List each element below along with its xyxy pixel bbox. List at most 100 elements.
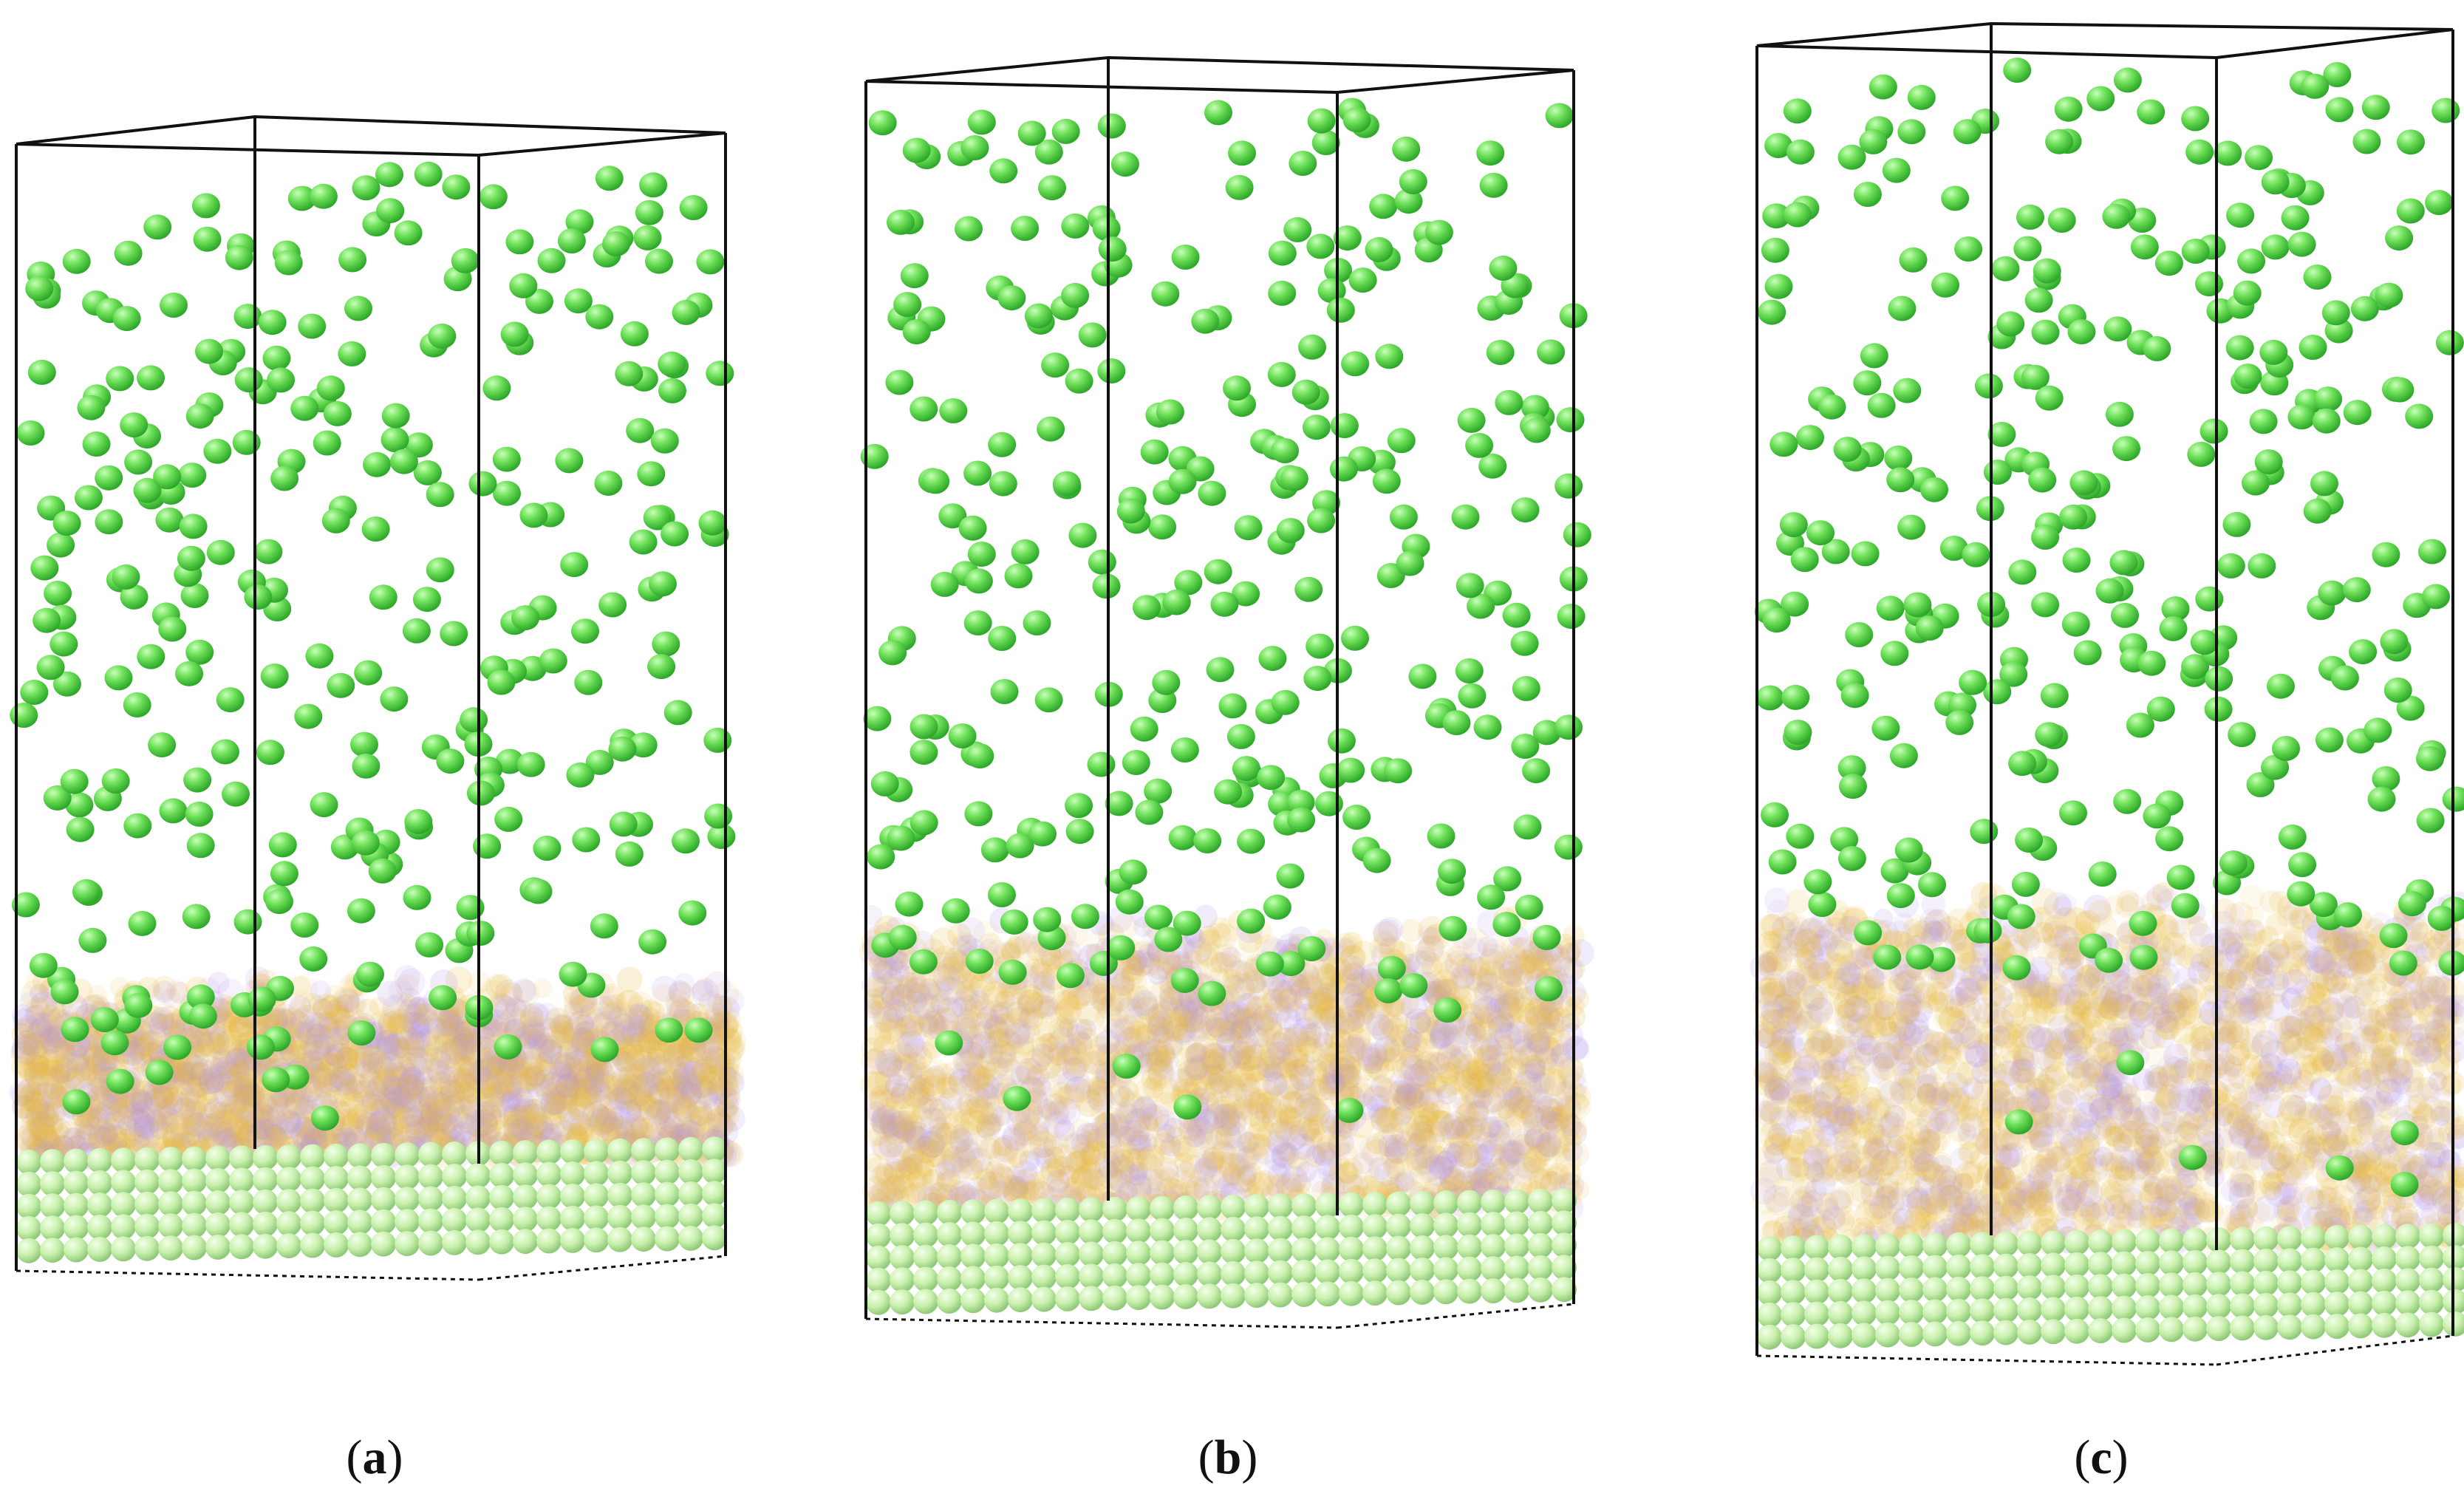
gas-atom: [145, 1060, 174, 1085]
film-atom: [372, 1014, 398, 1040]
gas-atom: [25, 276, 54, 301]
film-atom: [448, 1045, 471, 1067]
film-atom: [578, 1060, 606, 1088]
gas-atom: [468, 471, 497, 497]
substrate-atom: [607, 1160, 632, 1186]
gas-atom: [509, 273, 538, 298]
substrate-atom: [607, 1204, 632, 1230]
film-atom: [520, 1023, 544, 1046]
substrate-atom: [134, 1213, 160, 1239]
film-atom: [250, 1090, 277, 1116]
gas-atom: [74, 485, 103, 511]
film-atom: [624, 1089, 653, 1118]
gas-atom: [268, 832, 297, 858]
gas-atom: [363, 451, 391, 477]
film-atom: [611, 1012, 634, 1035]
gas-atom: [153, 464, 182, 490]
gas-atom: [412, 587, 441, 613]
gas-atom: [696, 249, 725, 275]
gas-atom: [492, 446, 521, 472]
film-atom: [255, 1122, 278, 1146]
film-atom: [562, 1074, 582, 1094]
substrate-atom: [702, 1136, 727, 1162]
film-atom: [658, 1085, 686, 1113]
substrate-atom: [347, 1187, 372, 1213]
film-atom: [28, 1126, 50, 1149]
substrate-atom: [418, 1142, 443, 1167]
substrate-atom: [347, 1210, 372, 1235]
substrate-atom: [111, 1170, 136, 1195]
gas-atom: [442, 174, 471, 200]
substrate-atom: [678, 1136, 703, 1162]
film-atom: [507, 1118, 529, 1140]
film-atom: [189, 1033, 216, 1060]
film-atom: [24, 1082, 47, 1105]
film-atom: [202, 1112, 226, 1136]
gas-atom: [106, 1068, 134, 1094]
film-atom: [494, 979, 522, 1007]
film-atom: [673, 1062, 696, 1085]
film-atom: [387, 1100, 411, 1125]
film-atom: [657, 1098, 678, 1119]
film-atom: [232, 1099, 256, 1125]
film-atom: [272, 1007, 294, 1029]
film-atom: [382, 1083, 410, 1111]
gas-atom: [16, 420, 45, 446]
film-atom: [101, 1123, 128, 1150]
substrate-atom: [631, 1160, 656, 1186]
film-atom: [44, 1121, 69, 1147]
gas-atom: [347, 898, 375, 924]
gas-atom: [647, 654, 676, 680]
substrate-atom: [205, 1167, 231, 1193]
film-atom: [95, 1123, 117, 1147]
gas-atom: [440, 621, 468, 646]
film-atom: [228, 1014, 251, 1038]
gas-atom: [652, 631, 680, 657]
substrate-atom: [631, 1182, 656, 1208]
substrate-atom: [465, 1207, 491, 1233]
substrate-atom: [205, 1212, 231, 1238]
film-atom: [76, 1108, 100, 1132]
gas-atom: [684, 1017, 713, 1043]
film-atom: [333, 1124, 356, 1146]
film-atom: [522, 1018, 545, 1042]
film-atom: [149, 1119, 170, 1140]
panel-a-simulation-box: [9, 115, 747, 1281]
film-atom: [703, 1097, 728, 1122]
gas-atom: [637, 461, 666, 487]
film-atom: [300, 1033, 323, 1057]
gas-atom: [354, 660, 383, 686]
film-atom: [51, 1118, 72, 1139]
gas-atom: [112, 564, 140, 590]
film-atom: [601, 1000, 629, 1028]
substrate-atom: [655, 1159, 680, 1185]
substrate-atom: [64, 1148, 89, 1174]
substrate-atom: [607, 1226, 632, 1252]
film-atom: [623, 1017, 645, 1039]
gas-atom: [594, 471, 623, 496]
substrate-atom: [513, 1184, 538, 1210]
substrate-atom: [229, 1190, 254, 1215]
substrate-atom: [253, 1233, 278, 1259]
gas-atom: [158, 616, 187, 642]
substrate-atom: [205, 1190, 231, 1215]
film-atom: [380, 1072, 401, 1092]
substrate-atom: [40, 1149, 65, 1175]
film-atom: [426, 1017, 448, 1040]
film-atom: [221, 1102, 244, 1125]
film-atom: [215, 1120, 236, 1141]
film-atom: [389, 1059, 417, 1086]
film-atom: [235, 1110, 259, 1135]
film-atom: [625, 1048, 646, 1069]
gas-atom: [639, 172, 668, 198]
gas-atom: [426, 557, 454, 583]
substrate-atom: [655, 1226, 680, 1252]
film-atom: [370, 1010, 392, 1031]
gas-atom: [206, 539, 235, 565]
gas-atom: [574, 669, 603, 695]
substrate-atom: [513, 1229, 538, 1255]
film-atom: [328, 1065, 355, 1093]
gas-atom: [185, 801, 214, 827]
gas-atom: [66, 816, 95, 842]
substrate-atom: [513, 1162, 538, 1188]
